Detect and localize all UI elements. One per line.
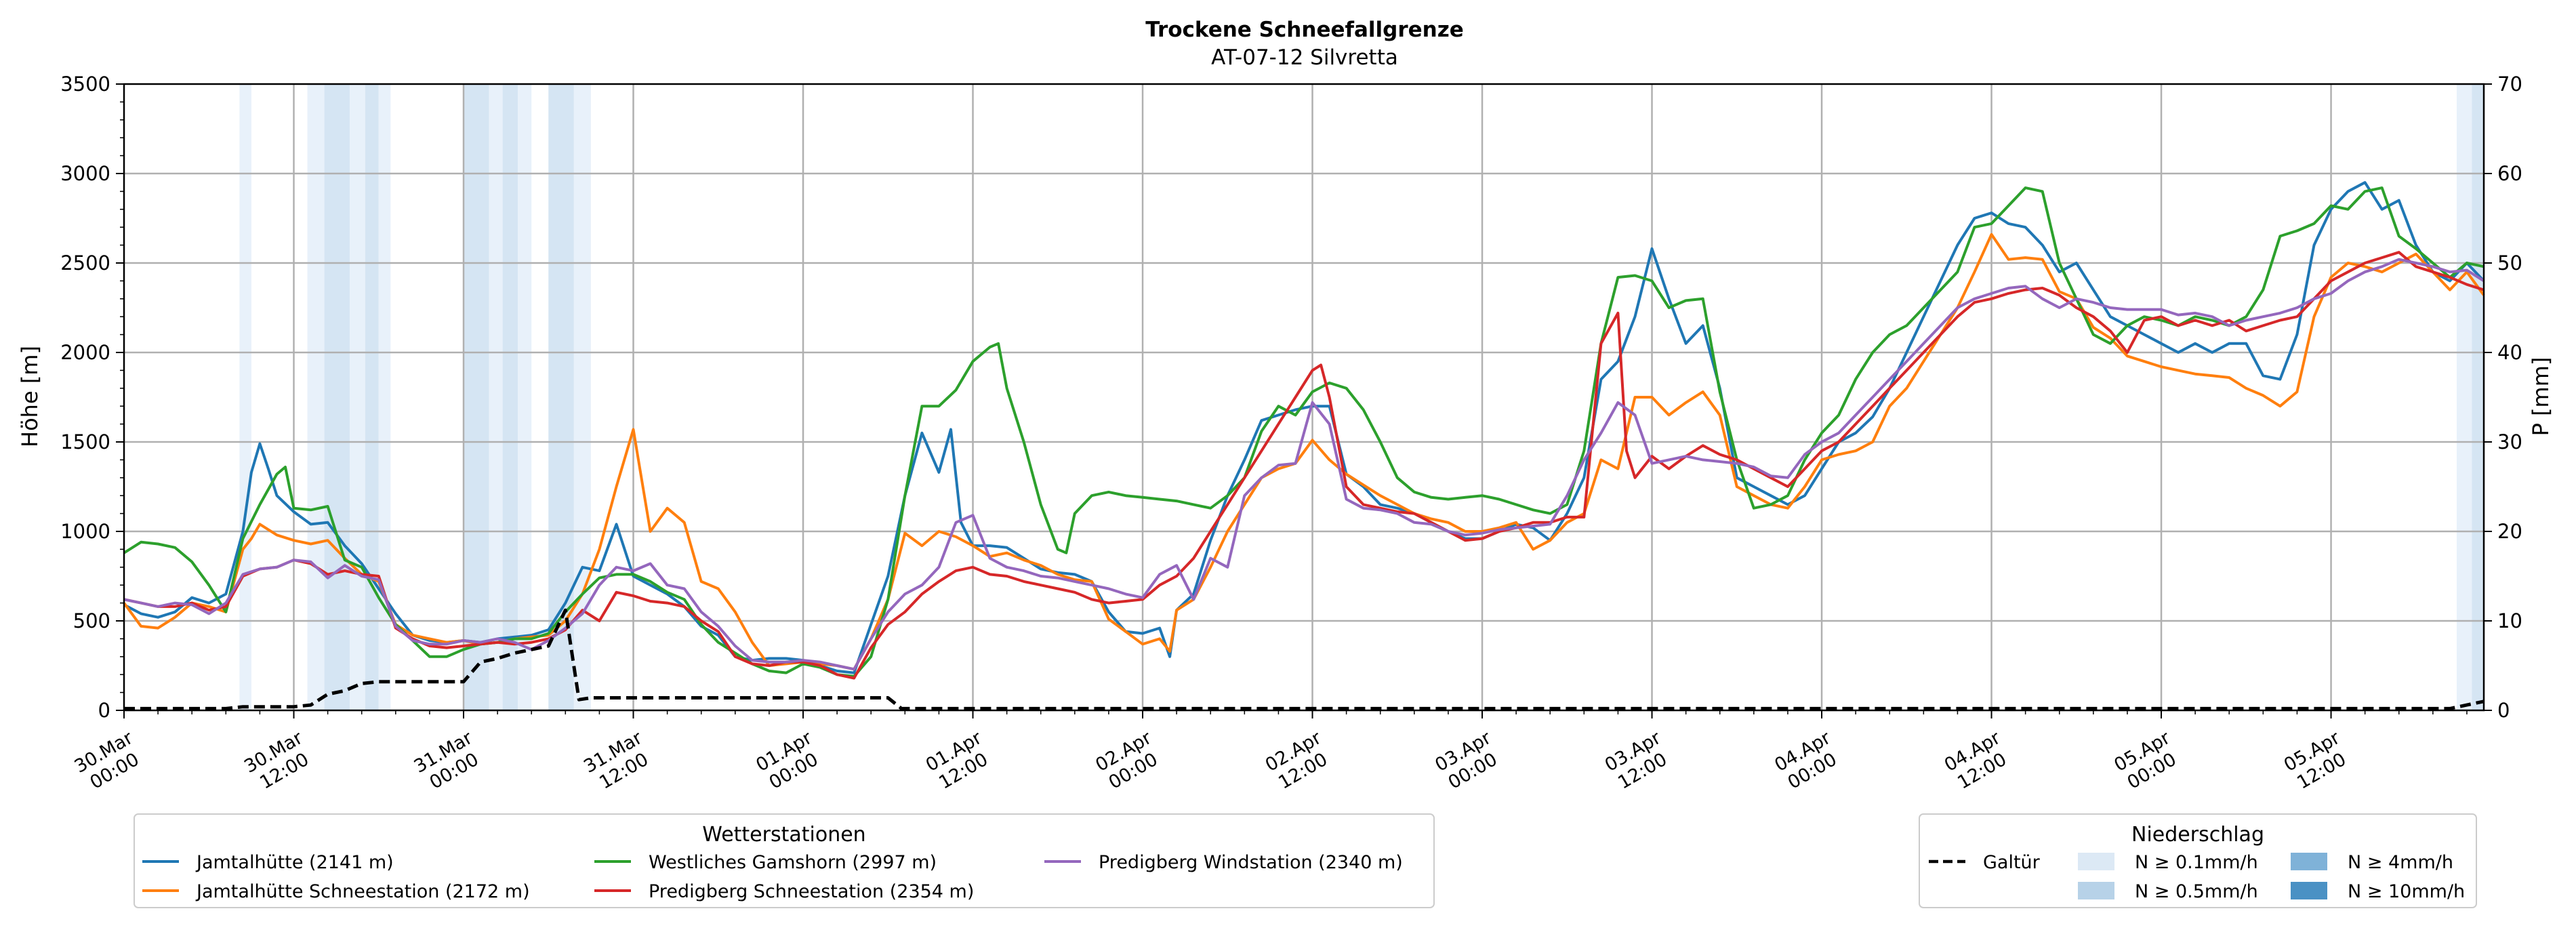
legend-label-jamtalhuette-schneestation: Jamtalhütte Schneestation (2172 m): [195, 881, 530, 902]
precip-band-2: [324, 84, 350, 710]
legend-label-jamtalhuette: Jamtalhütte (2141 m): [195, 852, 394, 873]
legend-label-predigberg-schneestation: Predigberg Schneestation (2354 m): [649, 881, 974, 902]
grid: [124, 84, 2484, 710]
legend-stations-title: Wetterstationen: [702, 823, 865, 847]
y2-tick-label-5: 50: [2497, 251, 2522, 275]
legend-precipitation: Niederschlag Galtür N ≥ 0.1mm/h N ≥ 0.5m…: [1919, 813, 2477, 908]
legend-label-precip-10: N ≥ 10mm/h: [2348, 881, 2465, 902]
precip-band-1: [307, 84, 325, 710]
y2-tick-label-2: 20: [2497, 520, 2522, 543]
y-tick-label-3: 1500: [60, 430, 110, 453]
precip-band-4: [365, 84, 379, 710]
precip-band-8: [502, 84, 518, 710]
precip-bands: [239, 84, 2484, 710]
legend-precip-frame: [1919, 813, 2477, 908]
precip-band-9: [518, 84, 532, 710]
precip-band-0: [239, 84, 251, 710]
legend-label-westliches-gamshorn: Westliches Gamshorn (2997 m): [649, 852, 937, 873]
y2-tick-label-7: 70: [2497, 73, 2522, 96]
legend-swatch-precip-01: [2078, 853, 2114, 870]
legend-label-galtuer: Galtür: [1983, 852, 2041, 873]
legend-label-precip-01: N ≥ 0.1mm/h: [2135, 852, 2258, 873]
y-tick-label-1: 500: [73, 609, 110, 632]
legend-label-predigberg-windstation: Predigberg Windstation (2340 m): [1099, 852, 1403, 873]
series-lines: [123, 181, 2485, 710]
series-line-galt-r: [124, 608, 2485, 710]
series-line-predigberg-schneestation-2354-m: [123, 251, 2485, 680]
precip-band-7: [489, 84, 503, 710]
y2-axis-label: P [mm]: [2528, 357, 2554, 437]
y-axis-label: Höhe [m]: [17, 346, 43, 447]
legend-stations: Wetterstationen Jamtalhütte (2141 m) Jam…: [134, 813, 1435, 908]
legend-label-precip-05: N ≥ 0.5mm/h: [2135, 881, 2258, 902]
y-tick-label-5: 2500: [60, 251, 110, 275]
y2-tick-label-0: 0: [2497, 699, 2510, 722]
y-tick-label-6: 3000: [60, 162, 110, 185]
legend-swatch-precip-10: [2291, 882, 2327, 899]
y2-axis-ticks: 0 10 20 30 40 50 60 70: [2484, 73, 2522, 722]
legend-swatch-precip-4: [2291, 853, 2327, 870]
precip-band-5: [378, 84, 391, 710]
plot-frame: [123, 83, 2485, 712]
chart-title: Trockene Schneefallgrenze: [1145, 18, 1464, 42]
y-tick-label-7: 3500: [60, 73, 110, 96]
y2-tick-label-6: 60: [2497, 162, 2522, 185]
y2-tick-label-3: 30: [2497, 430, 2522, 453]
series-line-predigberg-windstation-2340-m: [123, 258, 2485, 671]
y2-tick-label-4: 40: [2497, 341, 2522, 364]
y-tick-label-4: 2000: [60, 341, 110, 364]
legend-label-precip-4: N ≥ 4mm/h: [2348, 852, 2453, 873]
precip-band-13: [2472, 84, 2484, 710]
legend-precip-title: Niederschlag: [2131, 823, 2264, 847]
y-tick-label-2: 1000: [60, 520, 110, 543]
precip-band-12: [2456, 84, 2472, 710]
y-tick-label-0: 0: [98, 699, 110, 722]
y-axis-ticks: 0 500 1000 1500 2000 2500 3000 3500: [60, 73, 124, 722]
precip-band-6: [464, 84, 489, 710]
precip-band-3: [350, 84, 365, 710]
y2-tick-label-1: 10: [2497, 609, 2522, 632]
chart-subtitle: AT-07-12 Silvretta: [1211, 45, 1398, 70]
legend-stations-frame: [134, 813, 1435, 908]
legend-swatch-precip-05: [2078, 882, 2114, 899]
